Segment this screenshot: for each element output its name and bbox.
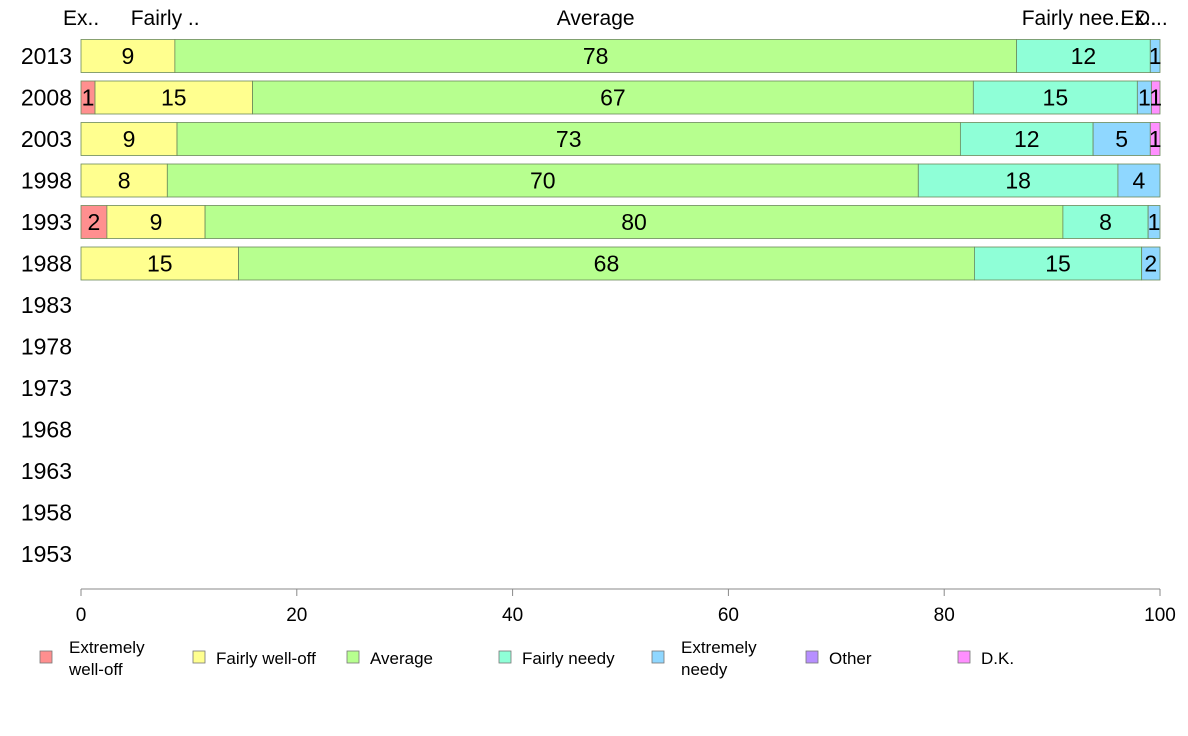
x-tick-label: 80: [934, 605, 955, 626]
year-label: 1963: [21, 458, 72, 484]
bar-value-label: 4: [1133, 168, 1146, 194]
legend-label: Average: [370, 649, 433, 668]
bar-value-label: 1: [1149, 43, 1162, 69]
year-label: 1968: [21, 417, 72, 443]
legend-label: Other: [829, 649, 872, 668]
bar-value-label: 12: [1071, 43, 1097, 69]
bar-segment: [1149, 39, 1161, 73]
bar-segment: [80, 122, 178, 156]
year-label: 1958: [21, 500, 72, 526]
bar-value-label: 1: [1138, 85, 1151, 111]
bar-segment: [80, 246, 239, 281]
bar-value-label: 8: [1099, 209, 1112, 235]
legend-swatch: [805, 650, 819, 664]
bar-value-label: 15: [1045, 251, 1071, 277]
year-label: 1953: [21, 541, 72, 567]
bar-segment: [1062, 205, 1149, 239]
bar-value-label: 9: [122, 43, 135, 69]
year-label: 2013: [21, 43, 72, 69]
bar-segment: [166, 163, 919, 198]
x-tick-label: 100: [1144, 605, 1176, 626]
year-label: 1973: [21, 375, 72, 401]
legend-label: Extremely: [681, 638, 757, 657]
bar-value-label: 1: [1149, 85, 1162, 111]
legend-swatch: [651, 650, 665, 664]
bar-segment: [1147, 205, 1161, 239]
bar-value-label: 2: [88, 209, 101, 235]
x-tick-label: 0: [76, 605, 87, 626]
bar-segment: [917, 163, 1119, 198]
year-label: 2008: [21, 85, 72, 111]
year-label: 1988: [21, 251, 72, 277]
year-label: 1998: [21, 168, 72, 194]
year-label: 1993: [21, 209, 72, 235]
top-segment-label: Ex..: [1120, 7, 1156, 30]
top-segment-label: D...: [1135, 7, 1168, 30]
bar-segment: [204, 205, 1064, 239]
legend-swatch: [39, 650, 53, 664]
top-segment-label: Average: [557, 7, 635, 30]
legend-label: well-off: [68, 660, 123, 679]
bar-value-label: 15: [147, 251, 173, 277]
bar-segment: [252, 80, 974, 115]
legend-label: D.K.: [981, 649, 1014, 668]
bar-value-label: 68: [594, 251, 620, 277]
year-label: 1983: [21, 292, 72, 318]
bar-value-label: 12: [1014, 126, 1040, 152]
bar-value-label: 1: [1148, 209, 1161, 235]
bar-segment: [174, 39, 1017, 73]
bar-value-label: 1: [1149, 126, 1162, 152]
year-label: 1978: [21, 334, 72, 360]
x-tick-label: 60: [718, 605, 739, 626]
legend-label: Fairly needy: [522, 649, 615, 668]
bar-value-label: 18: [1005, 168, 1031, 194]
bar-value-label: 1: [82, 85, 95, 111]
legend-swatch: [957, 650, 971, 664]
bar-segment: [238, 246, 975, 281]
x-tick-label: 20: [286, 605, 307, 626]
bar-value-label: 67: [600, 85, 626, 111]
legend-swatch: [346, 650, 360, 664]
bar-segment: [972, 80, 1138, 115]
bar-value-label: 70: [530, 168, 556, 194]
x-tick-label: 40: [502, 605, 523, 626]
legend-label: needy: [681, 660, 728, 679]
bar-value-label: 5: [1115, 126, 1128, 152]
legend-swatch: [192, 650, 206, 664]
year-label: 2003: [21, 126, 72, 152]
legend-label: Fairly well-off: [216, 649, 316, 668]
bar-value-label: 78: [583, 43, 609, 69]
bar-segment: [176, 122, 961, 156]
bar-segment: [1150, 80, 1161, 115]
legend-swatch: [498, 650, 512, 664]
bar-value-label: 8: [118, 168, 131, 194]
top-segment-label: Ex..: [63, 7, 99, 30]
bar-value-label: 9: [123, 126, 136, 152]
bar-segment: [1117, 163, 1161, 198]
bar-value-label: 9: [150, 209, 163, 235]
bar-segment: [1149, 122, 1161, 156]
top-segment-label: Fairly ..: [131, 7, 200, 30]
bar-value-label: 2: [1144, 251, 1157, 277]
bar-segment: [1092, 122, 1151, 156]
bar-segment: [80, 205, 108, 239]
bar-value-label: 73: [556, 126, 582, 152]
bar-segment: [974, 246, 1143, 281]
bar-segment: [106, 205, 206, 239]
bar-segment: [959, 122, 1094, 156]
bar-segment: [80, 163, 168, 198]
bar-segment: [1141, 246, 1161, 281]
top-segment-label: Fairly nee..: [1022, 7, 1126, 30]
bar-value-label: 15: [161, 85, 187, 111]
bar-value-label: 80: [621, 209, 647, 235]
bar-value-label: 15: [1043, 85, 1069, 111]
legend-label: Extremely: [69, 638, 145, 657]
